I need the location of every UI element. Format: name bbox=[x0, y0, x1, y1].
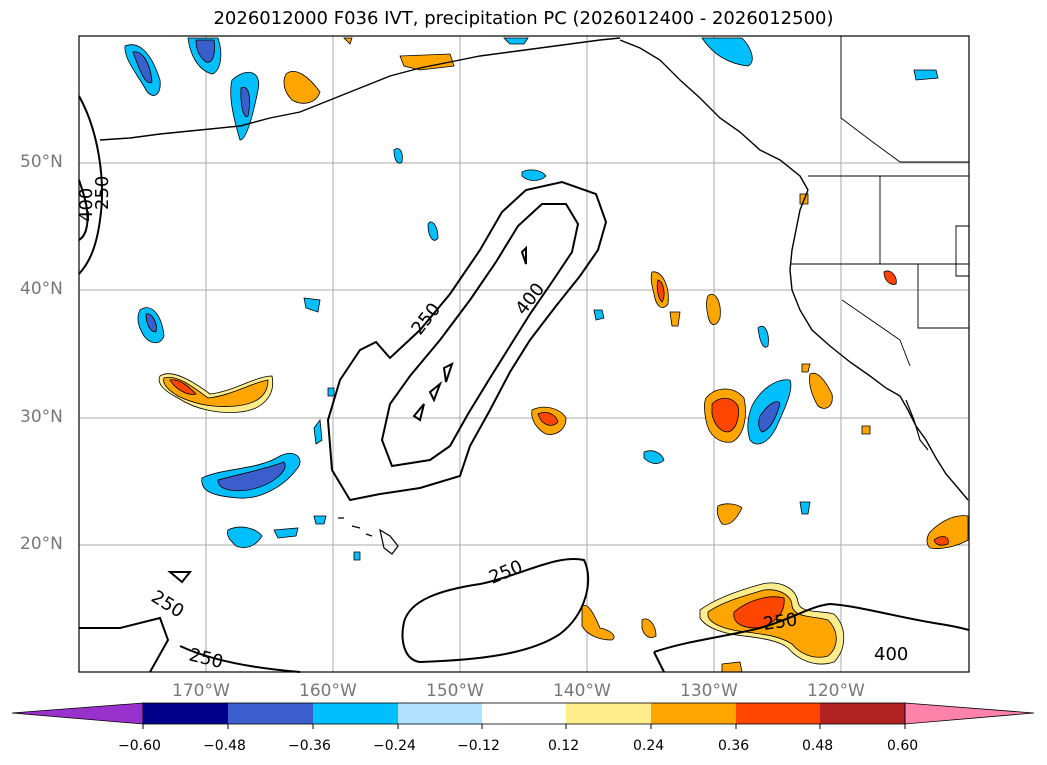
colorbar-tick-label: −0.36 bbox=[288, 738, 331, 754]
coastlines bbox=[99, 37, 969, 555]
colorbar-tick-label: 0.48 bbox=[802, 738, 834, 754]
contour-label: 250 bbox=[762, 609, 799, 635]
lon-label: 120°W bbox=[807, 681, 865, 701]
lon-label: 160°W bbox=[299, 681, 357, 701]
contour-label: 250 bbox=[92, 176, 113, 210]
plot-area bbox=[79, 36, 969, 672]
colorbar bbox=[11, 702, 1035, 729]
lat-label: 50°N bbox=[20, 152, 63, 172]
contour-label: 400 bbox=[874, 644, 908, 665]
colorbar-tick-label: −0.24 bbox=[373, 738, 416, 754]
colorbar-tick-label: 0.36 bbox=[718, 738, 750, 754]
colorbar-tick-label: −0.60 bbox=[118, 738, 161, 754]
colorbar-tick-label: 0.12 bbox=[548, 738, 580, 754]
lat-label: 20°N bbox=[20, 534, 63, 554]
ivt-contours bbox=[78, 95, 970, 673]
colorbar-tick-label: 0.60 bbox=[887, 738, 919, 754]
lon-label: 140°W bbox=[553, 681, 611, 701]
lat-label: 30°N bbox=[20, 407, 63, 427]
negative-precip-areas bbox=[124, 37, 939, 561]
colorbar-tick-label: 0.24 bbox=[633, 738, 665, 754]
lon-label: 170°W bbox=[172, 681, 230, 701]
contour-label: 400 bbox=[76, 188, 97, 222]
map-title: 2026012000 F036 IVT, precipitation PC (2… bbox=[213, 8, 834, 29]
colorbar-tick-label: −0.12 bbox=[457, 738, 500, 754]
colorbar-tick-label: −0.48 bbox=[203, 738, 246, 754]
lon-label: 130°W bbox=[680, 681, 738, 701]
lat-label: 40°N bbox=[20, 279, 63, 299]
plot-border bbox=[78, 35, 970, 673]
lon-label: 150°W bbox=[426, 681, 484, 701]
